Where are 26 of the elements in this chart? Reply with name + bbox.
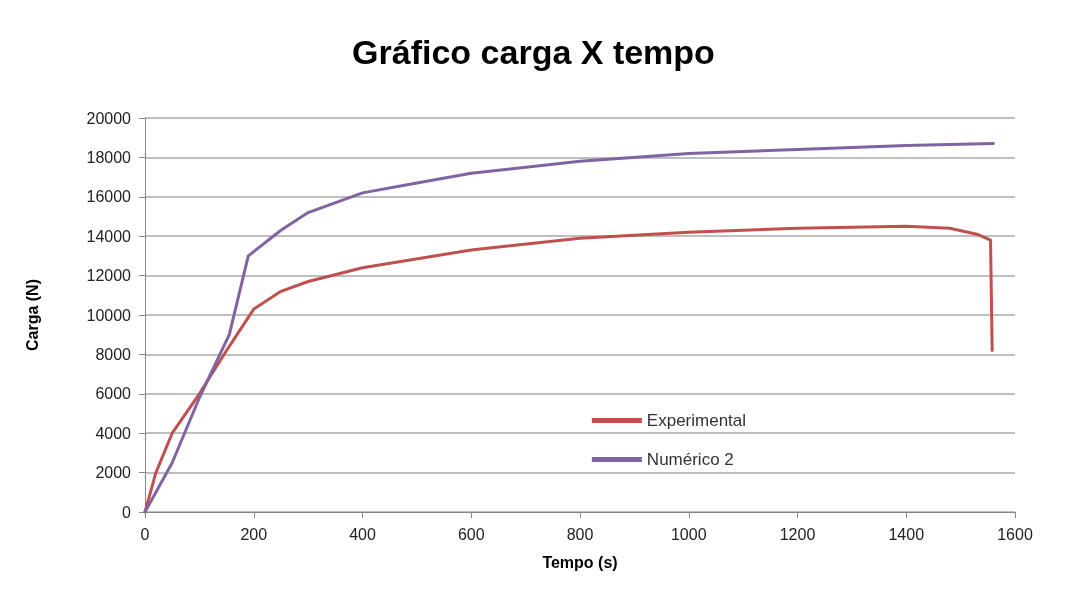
y-axis-title: Carga (N) [23, 278, 41, 352]
legend-label: Experimental [646, 411, 747, 430]
x-tick-label: 1200 [779, 525, 816, 543]
x-tick-label: 1600 [997, 525, 1033, 543]
x-axis-title: Tempo (s) [542, 553, 618, 571]
y-tick-label: 2000 [95, 464, 132, 482]
y-tick-label: 8000 [95, 345, 132, 363]
y-tick-label: 18000 [86, 148, 132, 166]
x-tick-label: 0 [140, 525, 150, 543]
y-tick-label: 10000 [86, 306, 132, 324]
x-tick-label: 600 [457, 525, 485, 543]
x-tick-label: 200 [240, 525, 268, 543]
x-tick-label: 400 [349, 525, 376, 543]
y-tick-label: 0 [122, 503, 132, 521]
line-series [143, 142, 995, 514]
x-tick-label: 1000 [670, 525, 707, 543]
y-tick-label: 6000 [95, 385, 132, 403]
y-tick-label: 14000 [86, 227, 132, 245]
chart-title: Gráfico carga X tempo [352, 33, 715, 71]
x-tick-label: 800 [566, 525, 594, 543]
y-tick-label: 4000 [95, 424, 132, 442]
y-tick-label: 20000 [86, 109, 132, 127]
y-tick-label: 12000 [86, 267, 132, 285]
legend-label: Numérico 2 [646, 450, 734, 469]
x-tick-label: 1400 [888, 525, 925, 543]
y-tick-label: 16000 [86, 188, 132, 206]
